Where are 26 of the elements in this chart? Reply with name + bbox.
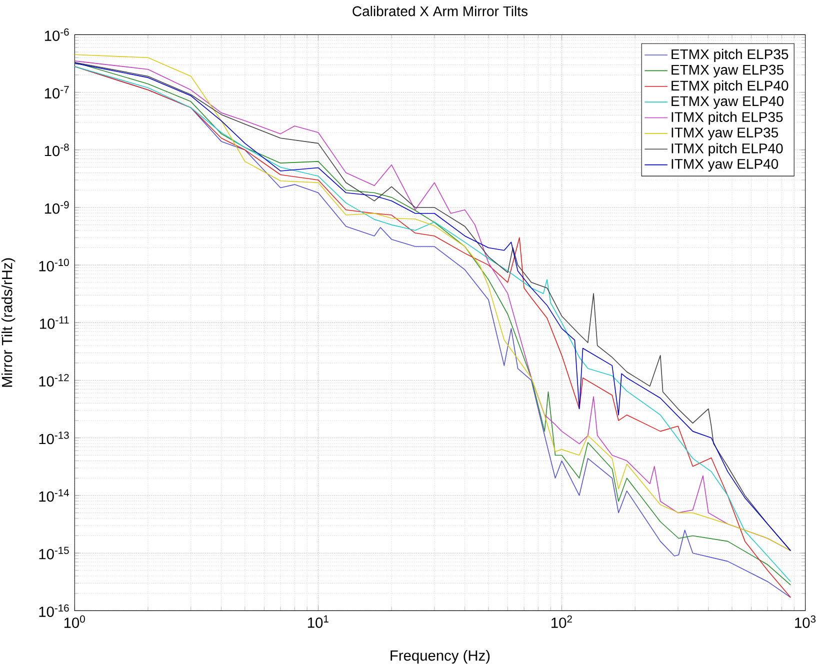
- legend-label: ETMX pitch ELP35: [672, 48, 788, 62]
- y-tick-label: 10$^{-10}$: [39, 258, 69, 272]
- y-tick-label: 10$^{-14}$: [39, 489, 69, 502]
- y-tick-label: 10$^{-11}$: [40, 316, 69, 329]
- y-tick-label: 10$^{-15}$: [39, 546, 69, 560]
- legend-label: ETMX yaw ELP40: [672, 96, 784, 109]
- x-tick-label: 10$^{3}$: [795, 615, 816, 628]
- legend-label: ETMX yaw ELP35: [672, 64, 784, 78]
- y-tick-label: 10$^{-12}$: [39, 374, 69, 387]
- legend-label: ITMX yaw ELP35: [672, 128, 778, 140]
- legend-label: ITMX pitch ELP40: [672, 143, 783, 156]
- y-tick-label: 10$^{-7}$: [44, 86, 69, 99]
- y-tick-label: 10$^{-9}$: [44, 201, 69, 214]
- x-tick-label: 10$^{2}$: [552, 615, 572, 628]
- y-tick-label: 10$^{-13}$: [39, 432, 69, 444]
- y-tick-label: 10$^{-6}$: [44, 28, 69, 41]
- y-tick-label: 10$^{-8}$: [44, 144, 69, 156]
- legend-label: ITMX yaw ELP40: [672, 158, 778, 172]
- legend-label: ETMX pitch ELP40: [672, 80, 788, 94]
- y-tick-label: 10$^{-16}$: [39, 604, 69, 617]
- chart-title: Calibrated X Arm Mirror Tilts: [352, 6, 528, 16]
- x-axis-title: Frequency (Hz): [390, 650, 490, 664]
- y-axis-title: Mirror Tilt (rads/rHz): [2, 258, 16, 387]
- legend-label: ITMX pitch ELP35: [672, 112, 783, 125]
- x-tick-label: 10$^{0}$: [64, 615, 85, 628]
- x-tick-label: 10$^{1}$: [308, 615, 328, 628]
